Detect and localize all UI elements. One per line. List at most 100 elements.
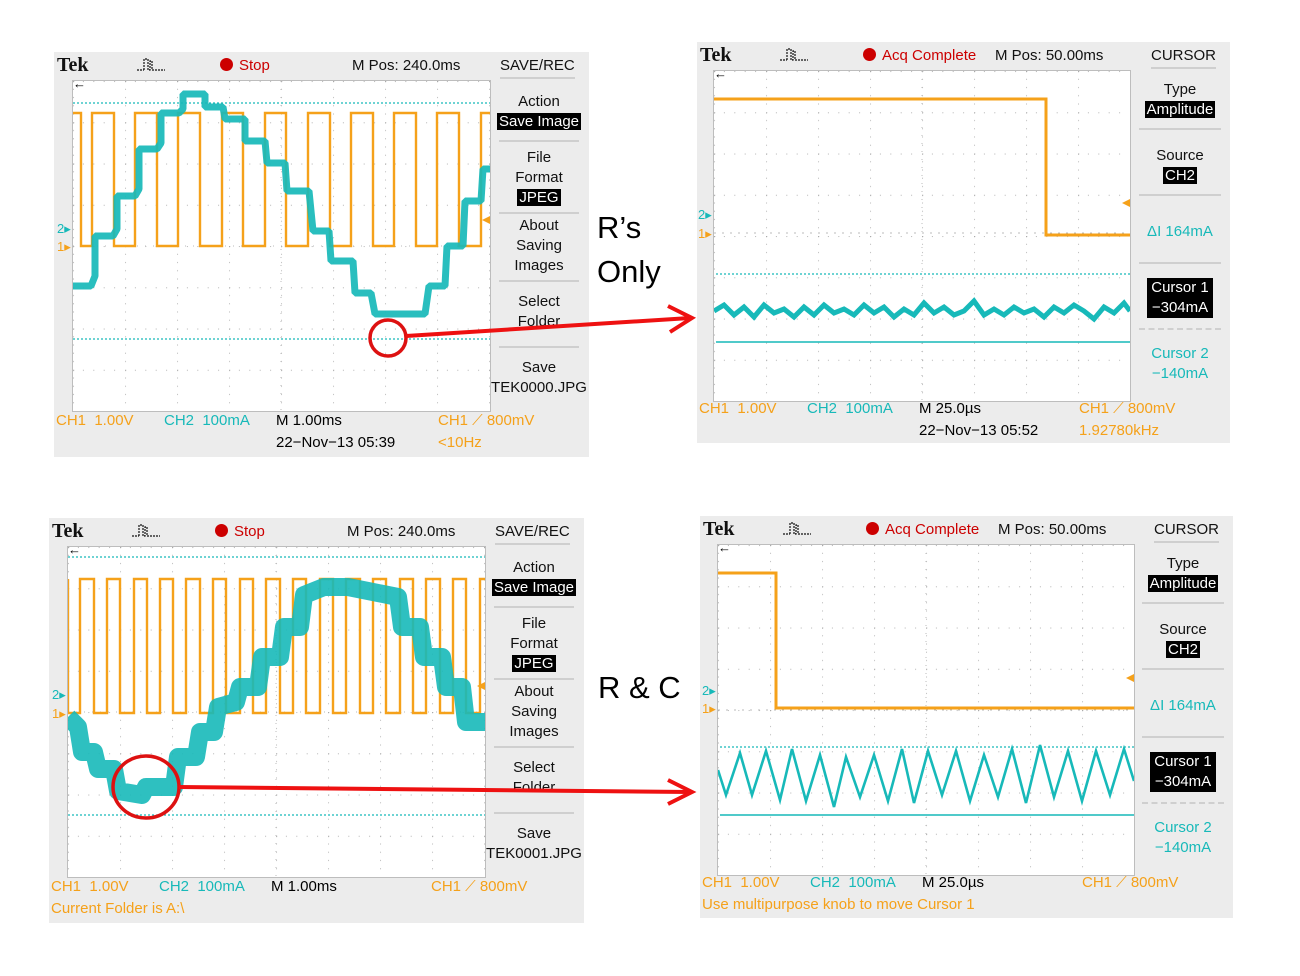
side-menu: Type Amplitude Source CH2 ΔI 164mA Cursor … <box>1134 550 1232 870</box>
trigger-level: CH1 ⟋ 800mV <box>1082 874 1179 891</box>
menu-select-folder[interactable]: Select Folder <box>512 759 556 796</box>
tek-logo: Tek <box>57 54 89 76</box>
ch1-trace <box>714 97 1130 237</box>
ch1-trace <box>68 577 485 715</box>
delta-current-readout: ΔI 164mA <box>1150 697 1216 714</box>
trigger-icon <box>131 523 161 540</box>
status-message: Current Folder is A:\ <box>51 900 185 917</box>
mpos-readout: M Pos: 50.00ms <box>998 521 1107 538</box>
menu-source[interactable]: Source CH2 <box>1159 621 1207 658</box>
tek-logo: Tek <box>703 518 735 540</box>
label-r-and-c: R & C <box>598 670 681 705</box>
ch2-ground-marker: 2▸ <box>52 687 66 702</box>
side-menu: Type Amplitude Source CH2 ΔI 164mA Cursor … <box>1131 76 1229 396</box>
menu-action[interactable]: Action Save Image <box>496 93 582 130</box>
ch1-scale: CH1 1.00V <box>56 412 134 429</box>
ch1-ground-marker: 1▸ <box>52 706 66 721</box>
trigger-frequency: 1.92780kHz <box>1079 422 1160 439</box>
scope-header: Tek Acq Complete M Pos: 50.00ms CURSOR <box>697 42 1230 70</box>
trigger-position-arrow-icon: ← <box>68 542 81 557</box>
menu-save[interactable]: Save TEK0000.JPG <box>491 359 587 396</box>
ch2-scale: CH2 100mA <box>164 412 250 429</box>
menu-about-saving[interactable]: About Saving Images <box>514 217 564 274</box>
menu-title: CURSOR <box>1151 47 1217 69</box>
stop-dot-icon <box>866 522 879 535</box>
ch1-ground-marker: 1▸ <box>698 226 712 241</box>
scope-header: Tek Stop M Pos: 240.0ms SAVE/REC <box>49 518 584 546</box>
acq-status: Stop <box>215 523 265 540</box>
trigger-icon <box>779 47 809 64</box>
trigger-level: CH1 ⟋ 800mV <box>1079 400 1176 417</box>
ch1-ground-marker: 1▸ <box>57 239 71 254</box>
trigger-level: CH1 ⟋ 800mV <box>438 412 535 429</box>
timebase: M 1.00ms <box>271 878 337 895</box>
menu-cursor-1[interactable]: Cursor 1 −304mA <box>1131 278 1229 318</box>
menu-cursor-2[interactable]: Cursor 2 −140mA <box>1154 819 1212 856</box>
acq-status: Acq Complete <box>866 521 979 538</box>
menu-save[interactable]: Save TEK0001.JPG <box>486 825 582 862</box>
status-message: Use multipurpose knob to move Cursor 1 <box>702 896 975 913</box>
menu-title: SAVE/REC <box>495 523 570 545</box>
ch2-ground-marker: 2▸ <box>702 683 716 698</box>
trigger-position-arrow-icon: ← <box>73 76 86 91</box>
menu-select-folder[interactable]: Select Folder <box>517 293 561 330</box>
stop-dot-icon <box>863 48 876 61</box>
waveform-graph <box>718 545 1134 875</box>
menu-type[interactable]: Type Amplitude <box>1147 555 1219 592</box>
scope-top-right: Tek Acq Complete M Pos: 50.00ms CURSOR 2… <box>697 42 1230 443</box>
waveform-display: 2▸ 1▸ ← <box>52 542 486 878</box>
ch2-ground-marker: 2▸ <box>698 207 712 222</box>
waveform-graph <box>714 71 1130 401</box>
stop-dot-icon <box>215 524 228 537</box>
menu-title: CURSOR <box>1154 521 1220 543</box>
ch2-ground-marker: 2▸ <box>57 221 71 236</box>
waveform-display: 2▸ 1▸ ← <box>702 540 1135 876</box>
mpos-readout: M Pos: 50.00ms <box>995 47 1104 64</box>
acq-status: Acq Complete <box>863 47 976 64</box>
waveform-display: 2▸ 1▸ ← <box>698 66 1131 402</box>
scope-top-left: Tek Stop M Pos: 240.0ms SAVE/REC <box>54 52 589 457</box>
ch1-scale: CH1 1.00V <box>51 878 129 895</box>
scope-header: Tek Acq Complete M Pos: 50.00ms CURSOR <box>700 516 1233 544</box>
side-menu: Action Save Image File Format JPEG About Sav… <box>486 554 582 874</box>
menu-cursor-2[interactable]: Cursor 2 −140mA <box>1151 345 1209 382</box>
trigger-frequency: <10Hz <box>438 434 482 451</box>
menu-source[interactable]: Source CH2 <box>1156 147 1204 184</box>
scope-header: Tek Stop M Pos: 240.0ms SAVE/REC <box>54 52 589 80</box>
tek-logo: Tek <box>700 44 732 66</box>
scope-bottom-left: Tek Stop M Pos: 240.0ms SAVE/REC 2▸ 1▸ ←… <box>49 518 584 923</box>
menu-file-format[interactable]: File Format JPEG <box>510 615 558 672</box>
ch1-scale: CH1 1.00V <box>699 400 777 417</box>
timebase: M 25.0µs <box>919 400 981 417</box>
menu-cursor-1[interactable]: Cursor 1 −304mA <box>1134 752 1232 792</box>
waveform-graph <box>73 81 490 411</box>
ch2-trace <box>73 90 490 318</box>
ch2-trace <box>718 744 1134 808</box>
ch2-scale: CH2 100mA <box>159 878 245 895</box>
ch1-scale: CH1 1.00V <box>702 874 780 891</box>
trigger-position-arrow-icon: ← <box>718 540 731 555</box>
menu-type[interactable]: Type Amplitude <box>1144 81 1216 118</box>
ch2-scale: CH2 100mA <box>807 400 893 417</box>
ch2-scale: CH2 100mA <box>810 874 896 891</box>
datetime: 22−Nov−13 05:39 <box>276 434 396 451</box>
ch2-trace <box>714 297 1130 323</box>
tek-logo: Tek <box>52 520 84 542</box>
menu-title: SAVE/REC <box>500 57 575 79</box>
stop-dot-icon <box>220 58 233 71</box>
menu-about-saving[interactable]: About Saving Images <box>509 683 559 740</box>
mpos-readout: M Pos: 240.0ms <box>347 523 456 540</box>
menu-file-format[interactable]: File Format JPEG <box>515 149 563 206</box>
trigger-icon <box>782 521 812 538</box>
trigger-position-arrow-icon: ← <box>714 66 727 81</box>
trigger-icon <box>136 57 166 74</box>
ch1-trace <box>718 571 1134 710</box>
ch1-ground-marker: 1▸ <box>702 701 716 716</box>
menu-action[interactable]: Action Save Image <box>491 559 577 596</box>
trigger-level: CH1 ⟋ 800mV <box>431 878 528 895</box>
delta-current-readout: ΔI 164mA <box>1147 223 1213 240</box>
datetime: 22−Nov−13 05:52 <box>919 422 1039 439</box>
waveform-display: 2▸ 1▸ ← <box>57 76 491 412</box>
waveform-graph <box>68 547 485 877</box>
timebase: M 25.0µs <box>922 874 984 891</box>
